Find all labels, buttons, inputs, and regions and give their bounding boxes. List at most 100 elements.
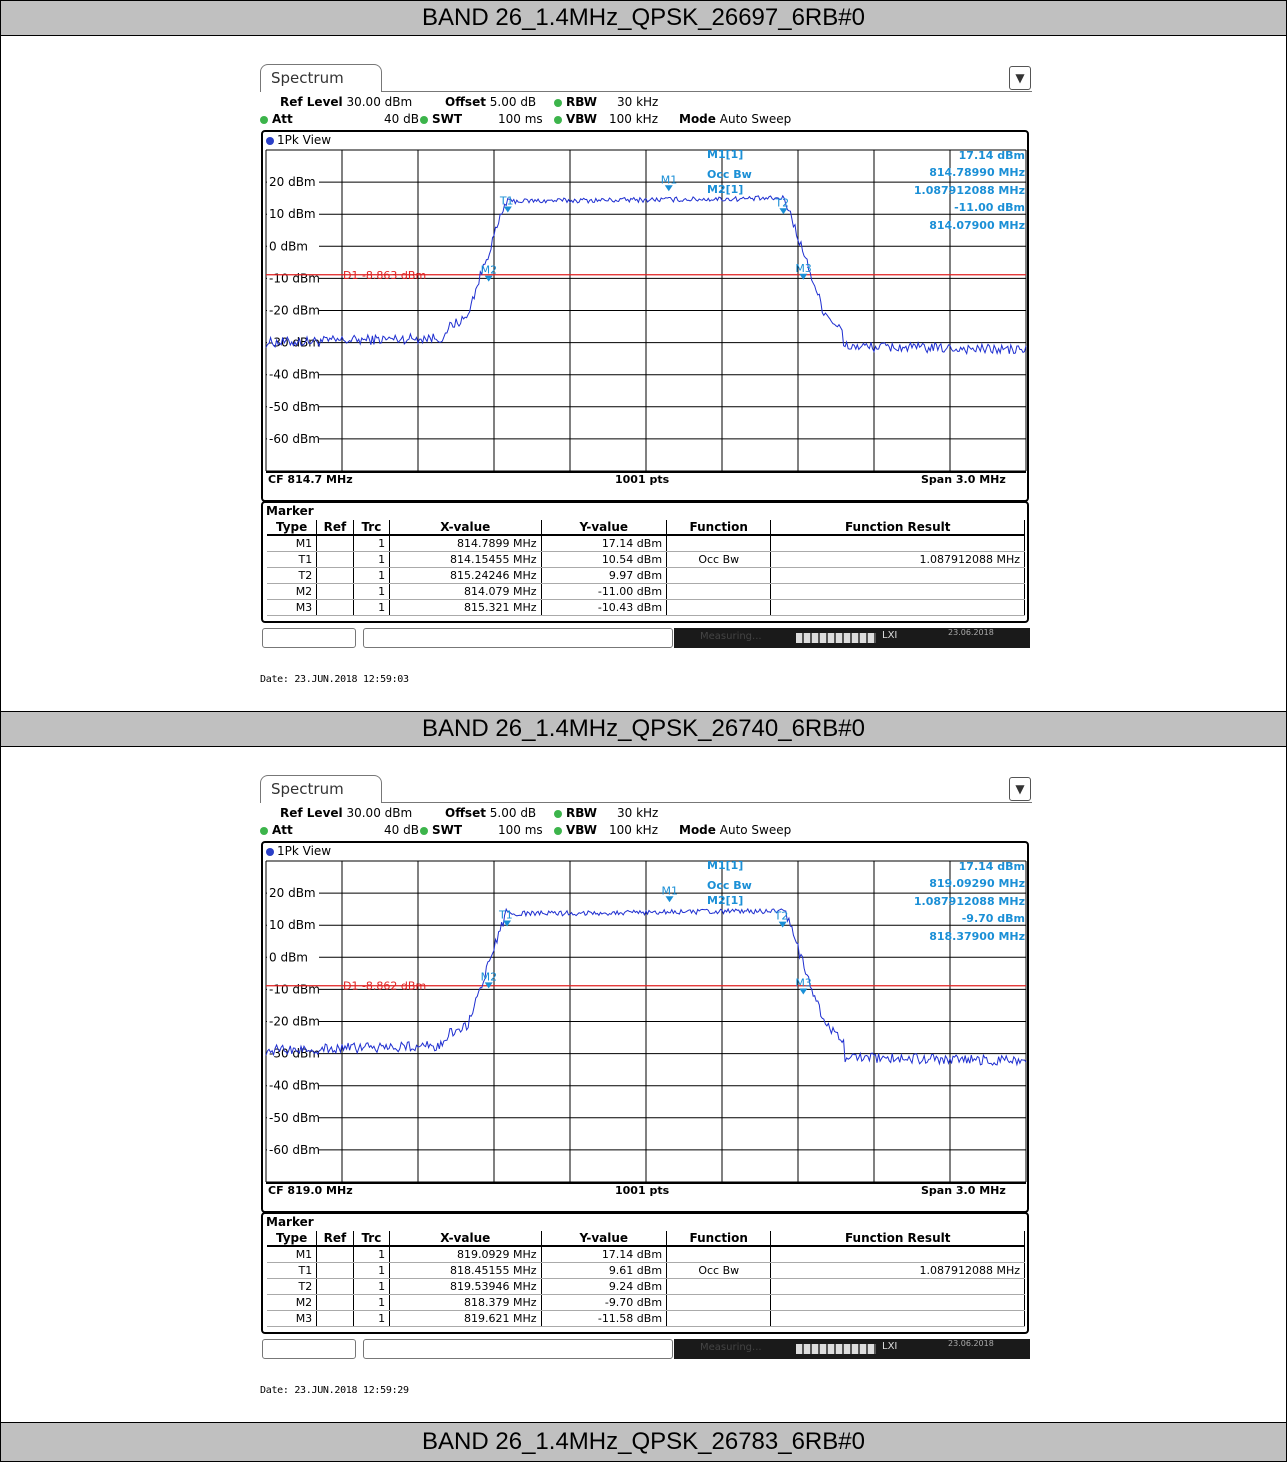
- column-header: Trc: [353, 520, 391, 536]
- table-cell: [770, 1278, 1025, 1295]
- mode-label: Mode: [679, 823, 716, 837]
- tab-spectrum: Spectrum: [260, 775, 382, 803]
- column-header: Function Result: [770, 520, 1025, 536]
- marker-table: Type Ref Trc X-value Y-value Function Function…: [267, 1231, 1025, 1327]
- spectrum-chart: 20 dBm 10 dBm 0 dBm -10 dBm -20 dBm -30 dBm -4…: [265, 859, 1027, 1197]
- table-cell: [316, 551, 354, 568]
- table-cell: M1: [267, 535, 318, 552]
- table-cell: [666, 1310, 772, 1327]
- y-tick-label: 0 dBm: [269, 950, 308, 964]
- table-cell: 1.087912088 MHz: [770, 551, 1025, 568]
- swt-label: SWT: [432, 823, 463, 837]
- date-stamp: Date: 23.JUN.2018 12:59:03: [260, 674, 409, 685]
- display-line-label: D1 -8.862 dBm: [343, 980, 426, 993]
- vbw-label: VBW: [566, 112, 598, 126]
- status-date: 23.06.2018: [948, 628, 994, 637]
- y-tick-label: -30 dBm: [269, 1047, 320, 1061]
- column-header: Type: [267, 1231, 318, 1247]
- mode-value: Auto Sweep: [719, 823, 792, 837]
- y-tick-label: 10 dBm: [269, 918, 316, 932]
- marker-label: T1: [498, 908, 513, 921]
- table-cell: 1: [353, 551, 391, 568]
- tick-label-bg: [267, 175, 319, 189]
- att-label: Att: [272, 823, 293, 837]
- offset-value: 5.00 dB: [489, 806, 537, 820]
- table-row: T1 1 814.15455 MHz 10.54 dBm Occ Bw 1.0879120…: [267, 551, 1025, 568]
- status-message-field: [363, 1339, 673, 1359]
- marker-label: T2: [774, 196, 789, 209]
- readout-marker-name: M1[1]: [707, 859, 743, 872]
- lxi-icon: LXI: [882, 630, 898, 641]
- trace-indicator-icon: [266, 847, 274, 856]
- table-cell: 10.54 dBm: [541, 551, 668, 568]
- table-cell: [316, 535, 354, 552]
- marker-label: M1: [662, 884, 679, 897]
- table-cell: 1: [353, 599, 391, 616]
- table-cell: 9.61 dBm: [541, 1262, 668, 1279]
- marker-label: M2: [481, 264, 498, 277]
- ref-level-label: Ref Level: [280, 95, 343, 109]
- table-cell: 1: [353, 1262, 391, 1279]
- table-cell: -11.00 dBm: [541, 583, 668, 600]
- marker-label: M2: [481, 970, 498, 983]
- table-cell: [316, 599, 354, 616]
- table-row: M3 1 815.321 MHz -10.43 dBm: [267, 599, 1025, 616]
- marker-table: Type Ref Trc X-value Y-value Function Function…: [267, 520, 1025, 616]
- rbw-label: RBW: [566, 95, 597, 109]
- table-row: M2 1 818.379 MHz -9.70 dBm: [267, 1294, 1025, 1311]
- y-tick-label: -50 dBm: [269, 400, 320, 414]
- y-tick-label: -60 dBm: [269, 1143, 320, 1157]
- readout-line: 814.78990 MHz: [929, 166, 1025, 179]
- y-tick-label: -20 dBm: [269, 304, 320, 318]
- table-cell: [666, 1278, 772, 1295]
- table-row: M1 1 819.0929 MHz 17.14 dBm: [267, 1246, 1025, 1263]
- marker-m3: [799, 988, 808, 995]
- table-cell: 1: [353, 535, 391, 552]
- table-cell: M3: [267, 1310, 318, 1327]
- table-cell: M3: [267, 599, 318, 616]
- table-cell: 1: [353, 567, 391, 584]
- table-cell: 1: [353, 1278, 391, 1295]
- table-cell: T1: [267, 551, 318, 568]
- readout-line: 17.14 dBm: [959, 149, 1025, 162]
- column-header: Function: [666, 1231, 772, 1247]
- view-label: 1Pk View: [277, 844, 332, 858]
- swt-label: SWT: [432, 112, 463, 126]
- y-tick-label: 20 dBm: [269, 175, 316, 189]
- status-dot-icon: [420, 826, 428, 835]
- marker-m1: [664, 185, 673, 192]
- lxi-icon: LXI: [882, 1341, 898, 1352]
- marker-table-panel: Marker Type Ref Trc X-value Y-value Function F…: [261, 501, 1029, 623]
- vbw-value: 100 kHz: [609, 823, 658, 837]
- marker-t1: [503, 206, 512, 213]
- table-cell: [770, 583, 1025, 600]
- mode-value: Auto Sweep: [719, 112, 792, 126]
- att-value: 40 dB: [384, 823, 419, 837]
- tick-label-bg: [267, 399, 319, 413]
- column-header: Ref: [316, 520, 354, 536]
- table-cell: 9.24 dBm: [541, 1278, 668, 1295]
- table-cell: [770, 1246, 1025, 1263]
- readout-line: 818.37900 MHz: [929, 930, 1025, 943]
- table-cell: [316, 1294, 354, 1311]
- table-cell: 17.14 dBm: [541, 535, 668, 552]
- marker-m1: [665, 896, 674, 903]
- y-tick-label: -60 dBm: [269, 432, 320, 446]
- measuring-status: Measuring...: [700, 1342, 762, 1353]
- tick-label-bg: [267, 886, 319, 900]
- att-label: Att: [272, 112, 293, 126]
- table-cell: T2: [267, 567, 318, 584]
- column-header: X-value: [389, 520, 542, 536]
- att-value: 40 dB: [384, 112, 419, 126]
- spectrum-screenshot: Spectrum ▼ Ref Level 30.00 dBm Offset 5.…: [260, 64, 1033, 685]
- table-row: T1 1 818.45155 MHz 9.61 dBm Occ Bw 1.08791208…: [267, 1262, 1025, 1279]
- table-cell: 815.321 MHz: [389, 599, 542, 616]
- status-date: 23.06.2018: [948, 1339, 994, 1348]
- marker-m2: [484, 982, 493, 989]
- tab-spectrum: Spectrum: [260, 64, 382, 92]
- table-cell: [666, 535, 772, 552]
- y-tick-label: -10 dBm: [269, 982, 320, 996]
- table-cell: 814.15455 MHz: [389, 551, 542, 568]
- table-cell: 819.53946 MHz: [389, 1278, 542, 1295]
- offset-label: Offset: [445, 806, 486, 820]
